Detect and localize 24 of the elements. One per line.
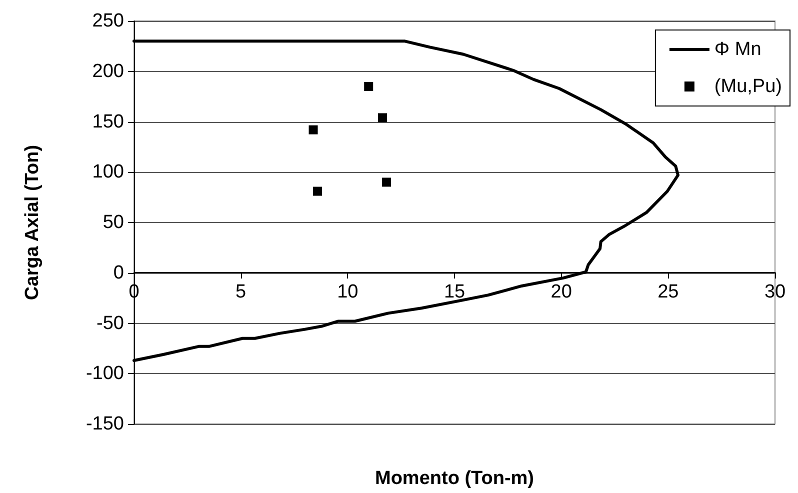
y-tick-label: -100 [86, 363, 124, 384]
y-tick-label: 150 [92, 111, 124, 132]
x-tick-label: 15 [444, 282, 466, 302]
y-tick-label: 100 [92, 162, 124, 183]
x-tick-label: 30 [764, 282, 786, 302]
y-tick-label: 0 [113, 262, 124, 284]
x-tick-label: 20 [550, 282, 572, 302]
x-tick-label: 10 [337, 282, 358, 302]
y-tick-label: 200 [92, 60, 124, 82]
y-tick-label: 50 [102, 212, 124, 233]
x-tick-label: 5 [236, 282, 246, 302]
y-tick-label: 250 [92, 10, 124, 32]
x-tick-label: 25 [658, 282, 679, 302]
y-axis-title: Carga Axial (Ton) [22, 144, 43, 300]
point [378, 113, 387, 122]
y-tick-label: -50 [96, 312, 124, 334]
legend-label: Φ Mn [714, 39, 762, 60]
point [364, 82, 374, 91]
x-axis-title: Momento (Ton-m) [375, 468, 534, 489]
point [382, 178, 392, 187]
legend-label: (Mu,Pu) [714, 76, 782, 97]
point [313, 186, 322, 196]
y-tick-label: -150 [86, 414, 124, 434]
point [308, 125, 318, 134]
